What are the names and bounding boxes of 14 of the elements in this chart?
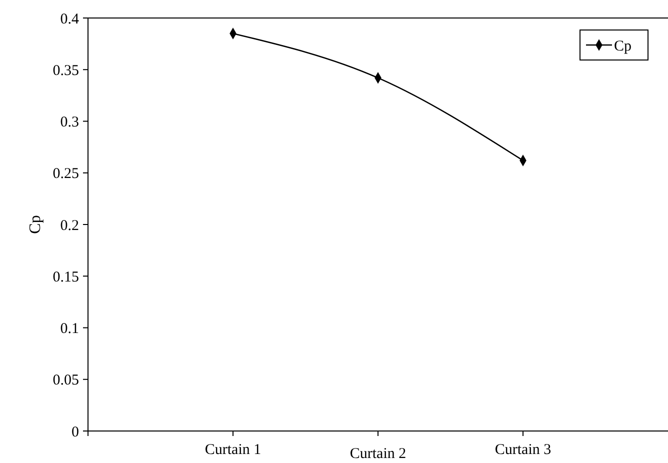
y-tick-label: 0.3 bbox=[60, 114, 79, 130]
y-axis-title: Cp bbox=[27, 215, 44, 234]
y-tick-label: 0.35 bbox=[52, 62, 79, 79]
x-tick-label: Curtain 2 bbox=[350, 446, 406, 462]
x-tick-label: Curtain 3 bbox=[494, 442, 552, 458]
y-tick-label: 0.05 bbox=[52, 372, 79, 389]
y-tick-label: 0.15 bbox=[52, 269, 79, 286]
y-tick-label: 0.25 bbox=[52, 166, 79, 182]
x-tick-label: Curtain 1 bbox=[204, 442, 262, 458]
y-tick-label: 0.4 bbox=[60, 11, 80, 28]
legend-label: Cp bbox=[614, 38, 632, 54]
y-tick-label: 0 bbox=[72, 424, 79, 440]
y-tick-label: 0.1 bbox=[60, 321, 79, 337]
y-tick-label: 0.2 bbox=[60, 218, 79, 234]
